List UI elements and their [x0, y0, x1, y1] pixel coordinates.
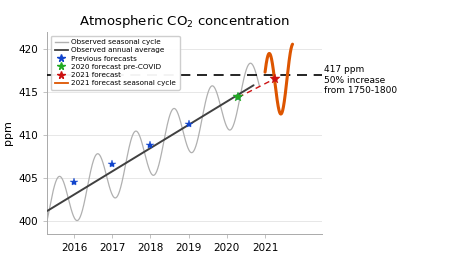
Observed seasonal cycle	[180, 128, 185, 131]
Observed annual average	[251, 84, 256, 87]
Legend: Observed seasonal cycle, Observed annual average, Previous forecasts, 2020 forec: Observed seasonal cycle, Observed annual…	[51, 36, 180, 90]
2021 forecast seasonal cycle	[287, 53, 293, 56]
Observed seasonal cycle	[228, 128, 233, 132]
2021 forecast seasonal cycle	[290, 43, 295, 46]
Observed seasonal cycle	[206, 90, 211, 93]
Observed seasonal cycle	[168, 111, 173, 114]
Text: 417 ppm
50% increase
from 1750-1800: 417 ppm 50% increase from 1750-1800	[324, 65, 397, 95]
Observed seasonal cycle	[57, 175, 63, 178]
Line: Observed seasonal cycle: Observed seasonal cycle	[47, 63, 259, 221]
Previous forecasts	[236, 96, 241, 99]
Previous forecasts	[147, 143, 153, 147]
Observed seasonal cycle	[173, 109, 179, 112]
Observed annual average	[45, 209, 50, 213]
Observed seasonal cycle	[45, 217, 50, 221]
2021 forecast seasonal cycle	[279, 112, 284, 115]
2021 forecast seasonal cycle	[262, 70, 268, 73]
Observed seasonal cycle	[248, 62, 254, 65]
2021 forecast seasonal cycle	[278, 113, 284, 116]
Y-axis label: ppm: ppm	[3, 120, 13, 146]
2021 forecast seasonal cycle	[279, 112, 284, 115]
Line: Observed annual average: Observed annual average	[47, 85, 254, 211]
Line: 2021 forecast seasonal cycle: 2021 forecast seasonal cycle	[265, 44, 292, 114]
Line: Previous forecasts: Previous forecasts	[70, 93, 243, 187]
Previous forecasts	[71, 181, 77, 184]
Observed seasonal cycle	[74, 219, 80, 222]
2021 forecast seasonal cycle	[285, 66, 291, 69]
Observed seasonal cycle	[256, 84, 262, 87]
2021 forecast seasonal cycle	[279, 111, 285, 114]
Title: Atmospheric CO$_2$ concentration: Atmospheric CO$_2$ concentration	[80, 13, 290, 30]
Previous forecasts	[186, 123, 191, 126]
Previous forecasts	[109, 162, 115, 165]
2021 forecast seasonal cycle	[262, 70, 268, 74]
